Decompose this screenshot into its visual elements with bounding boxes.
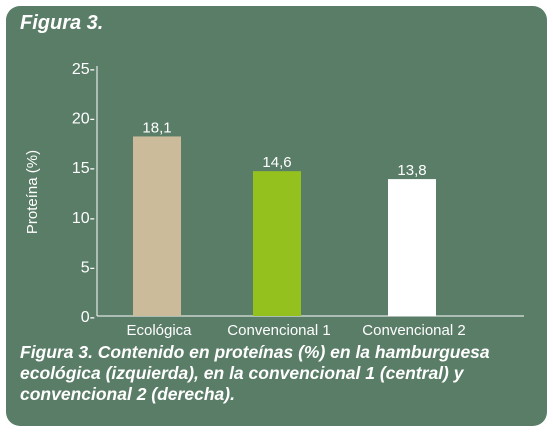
- bar: [388, 179, 436, 316]
- y-tick-label: 25-: [72, 61, 95, 78]
- bar-value-label: 13,8: [397, 162, 426, 179]
- bar-value-label: 18,1: [142, 119, 171, 136]
- y-tick-label: 15-: [72, 160, 95, 177]
- bar-value-label: 14,6: [262, 154, 291, 171]
- x-tick-label: Ecológica: [126, 322, 192, 339]
- y-axis-label: Proteína (%): [24, 150, 41, 234]
- y-tick-label: 10-: [72, 210, 95, 227]
- y-tick-label: 20-: [72, 111, 95, 128]
- figure-label: Figura 3.: [20, 12, 104, 34]
- figure-caption: Figura 3. Contenido en proteínas (%) en …: [20, 342, 490, 404]
- x-tick-label: Convencional 2: [362, 322, 465, 339]
- x-tick-label: Convencional 1: [227, 322, 330, 339]
- bar: [133, 136, 181, 316]
- y-tick-label: 0-: [81, 309, 95, 326]
- bar: [253, 171, 301, 316]
- y-tick-label: 5-: [81, 259, 95, 276]
